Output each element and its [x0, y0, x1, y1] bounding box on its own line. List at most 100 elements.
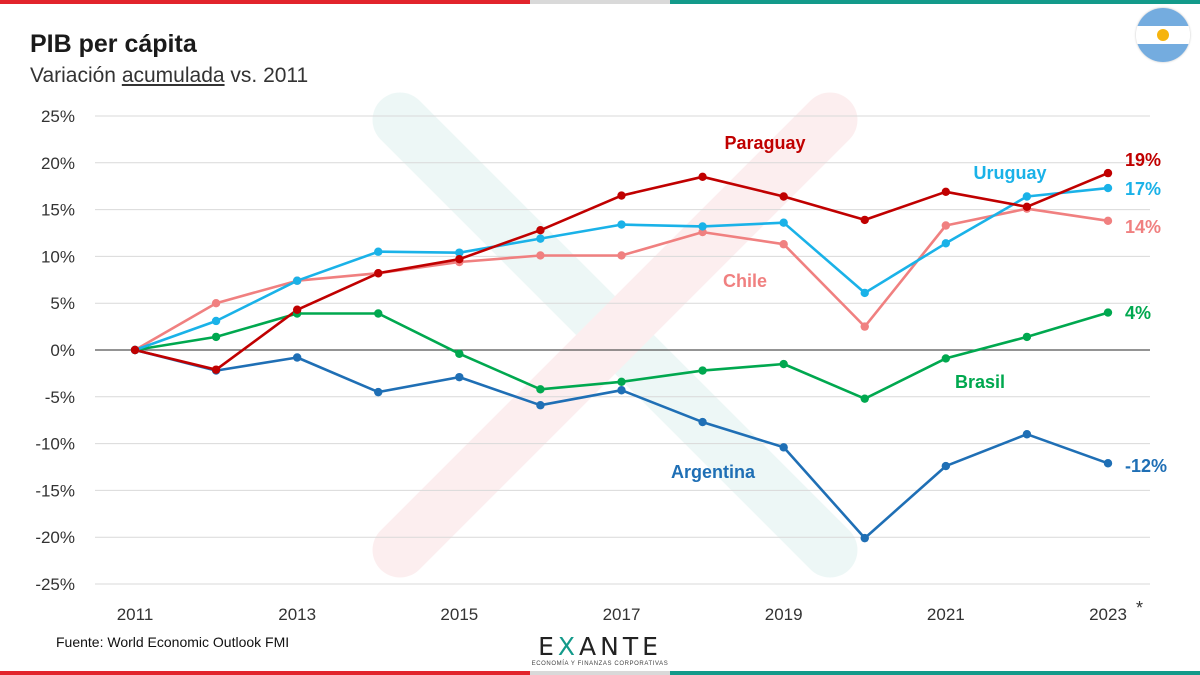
data-point-brasil — [860, 394, 869, 403]
series-name-brasil: Brasil — [955, 372, 1005, 392]
data-point-uruguay — [941, 239, 951, 248]
y-tick-label: -25% — [35, 575, 75, 594]
series-name-paraguay: Paraguay — [724, 133, 805, 153]
data-point-paraguay — [941, 187, 951, 197]
data-point-argentina — [292, 353, 302, 362]
end-value-label-paraguay: 19% — [1125, 150, 1161, 170]
data-point-argentina — [698, 417, 707, 427]
grid-lines — [95, 115, 1150, 585]
top-bar-gray-segment — [530, 0, 670, 4]
data-point-paraguay — [211, 365, 221, 374]
data-point-brasil — [698, 366, 707, 375]
source-note: Fuente: World Economic Outlook FMI — [56, 634, 290, 650]
data-point-brasil — [1103, 308, 1113, 317]
bottom-bar-gray-segment — [530, 671, 670, 675]
subtitle-underlined: acumulada — [121, 64, 225, 87]
data-point-argentina — [374, 387, 383, 397]
data-point-brasil — [1022, 332, 1032, 342]
data-point-chile — [617, 251, 626, 260]
chart-subtitle: Variación acumulada vs. 2011 — [30, 64, 308, 88]
data-point-uruguay — [455, 248, 464, 257]
data-point-uruguay — [1103, 183, 1113, 193]
y-tick-label: 5% — [50, 294, 75, 313]
x-tick-label: 2013 — [278, 605, 316, 624]
series-labels: Argentina -12% Brasil 4% Chile 14% Uruguay 17% P… — [671, 133, 1167, 482]
x-tick-label: 2011 — [117, 605, 154, 624]
top-bar-teal-segment — [670, 0, 1200, 4]
chart-title: PIB per cápita — [30, 30, 197, 58]
data-point-chile — [211, 299, 221, 308]
data-point-brasil — [455, 349, 464, 358]
x-tick-label: 2017 — [603, 605, 641, 624]
data-point-brasil — [374, 309, 383, 318]
data-point-brasil — [779, 359, 788, 369]
y-tick-label: 25% — [41, 107, 75, 126]
end-value-label-uruguay: 17% — [1125, 179, 1161, 199]
top-brand-bar — [0, 0, 1200, 4]
data-point-uruguay — [1022, 192, 1032, 201]
data-point-argentina — [1103, 459, 1113, 468]
series-name-uruguay: Uruguay — [973, 163, 1046, 183]
y-tick-label: -20% — [35, 528, 75, 547]
data-point-argentina — [1022, 430, 1032, 439]
data-point-paraguay — [1103, 168, 1113, 178]
data-point-paraguay — [1022, 202, 1032, 211]
data-point-paraguay — [374, 269, 383, 278]
data-point-uruguay — [779, 218, 788, 227]
data-point-argentina — [617, 386, 626, 395]
data-point-uruguay — [211, 316, 221, 326]
data-point-argentina — [536, 401, 545, 410]
data-point-argentina — [860, 533, 869, 543]
data-point-argentina — [779, 443, 788, 452]
data-point-chile — [1103, 216, 1113, 226]
data-point-uruguay — [860, 288, 869, 298]
x-tick-label: 2023 — [1089, 605, 1127, 624]
x-tick-label: 2015 — [440, 605, 478, 624]
y-tick-label: -5% — [45, 388, 75, 407]
y-tick-label: 15% — [41, 201, 75, 220]
y-tick-label: 20% — [41, 154, 75, 173]
data-point-brasil — [617, 377, 626, 387]
sun-of-may-icon — [1157, 29, 1169, 41]
data-point-chile — [779, 240, 788, 249]
data-point-uruguay — [617, 220, 626, 229]
x-tick-label: 2019 — [765, 605, 803, 624]
data-point-paraguay — [292, 305, 302, 314]
data-point-paraguay — [455, 255, 464, 264]
data-point-brasil — [941, 354, 951, 363]
exante-logo: EXANTE ECONOMÍA Y FINANZAS CORPORATIVAS — [530, 632, 670, 668]
data-point-brasil — [536, 385, 545, 394]
data-point-chile — [941, 221, 951, 230]
data-point-uruguay — [698, 222, 707, 231]
series-name-argentina: Argentina — [671, 462, 756, 482]
watermark-x-logo — [372, 92, 858, 578]
data-point-paraguay — [130, 345, 140, 355]
x-tick-note: * — [1136, 598, 1143, 618]
data-point-paraguay — [698, 172, 707, 182]
logo-wordmark: EXANTE — [538, 632, 662, 661]
x-axis-tick-labels: 2011 2013 2015 2017 2019 2021 2023 * — [117, 598, 1143, 624]
end-value-label-chile: 14% — [1125, 217, 1161, 237]
data-point-uruguay — [292, 276, 302, 285]
series-name-chile: Chile — [723, 271, 767, 291]
data-point-paraguay — [536, 225, 545, 235]
data-point-brasil — [211, 332, 221, 342]
bottom-brand-bar — [0, 671, 1200, 675]
data-point-chile — [536, 251, 545, 260]
data-point-paraguay — [779, 192, 788, 201]
subtitle-suffix: vs. 2011 — [224, 64, 309, 87]
y-tick-label: 10% — [41, 247, 75, 266]
data-point-uruguay — [536, 234, 545, 243]
subtitle-prefix: Variación — [30, 64, 122, 87]
data-point-argentina — [941, 461, 951, 471]
data-point-uruguay — [374, 247, 383, 256]
data-point-chile — [860, 322, 869, 331]
end-value-label-argentina: -12% — [1125, 456, 1167, 476]
top-bar-red-segment — [0, 0, 530, 4]
end-value-label-brasil: 4% — [1125, 303, 1151, 323]
bottom-bar-teal-segment — [670, 671, 1200, 675]
y-tick-label: -15% — [35, 481, 75, 500]
y-tick-label: -10% — [35, 435, 75, 454]
y-tick-label: 0% — [50, 341, 75, 360]
